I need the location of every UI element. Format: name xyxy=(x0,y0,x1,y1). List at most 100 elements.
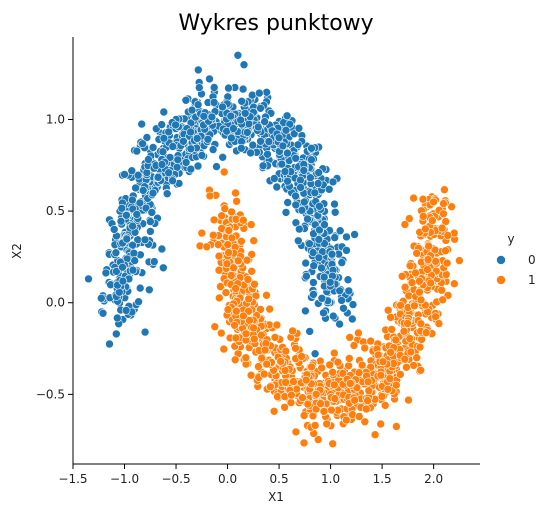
data-point-1 xyxy=(262,290,271,300)
data-point-0 xyxy=(121,306,131,315)
data-point-1 xyxy=(377,392,387,401)
data-point-0 xyxy=(164,168,173,177)
data-point-0 xyxy=(350,230,359,239)
data-point-1 xyxy=(219,344,229,354)
data-point-0 xyxy=(280,167,290,176)
data-point-1 xyxy=(376,419,386,429)
data-point-1 xyxy=(301,375,311,385)
data-point-1 xyxy=(405,261,415,271)
data-point-1 xyxy=(313,435,323,444)
data-point-0 xyxy=(246,148,255,158)
data-point-0 xyxy=(113,313,122,323)
data-point-0 xyxy=(294,124,304,133)
data-point-1 xyxy=(229,263,238,273)
data-point-0 xyxy=(310,188,320,198)
data-point-0 xyxy=(342,246,351,255)
data-point-1 xyxy=(438,295,448,305)
data-point-1 xyxy=(412,353,422,363)
data-point-1 xyxy=(333,357,343,367)
data-point-1 xyxy=(219,167,229,177)
data-point-0 xyxy=(254,88,264,98)
data-point-0 xyxy=(164,127,173,137)
data-point-0 xyxy=(140,327,150,337)
data-point-1 xyxy=(224,248,233,257)
data-point-0 xyxy=(186,127,195,137)
data-point-0 xyxy=(328,311,338,321)
data-point-1 xyxy=(243,275,253,284)
y-tick-label: 1.0 xyxy=(46,112,65,126)
legend-label-1: 1 xyxy=(528,273,536,287)
x-tick-label: 1.5 xyxy=(373,472,392,486)
data-point-0 xyxy=(317,263,326,273)
data-point-1 xyxy=(341,415,351,425)
data-point-0 xyxy=(148,143,158,152)
data-point-0 xyxy=(291,200,301,210)
data-point-0 xyxy=(348,300,358,309)
data-point-0 xyxy=(127,166,137,175)
data-point-1 xyxy=(265,304,275,314)
data-point-0 xyxy=(314,168,324,177)
data-point-0 xyxy=(153,173,163,182)
data-point-0 xyxy=(179,137,188,146)
data-point-1 xyxy=(370,430,380,440)
data-point-1 xyxy=(237,237,246,246)
data-point-1 xyxy=(403,319,412,328)
data-point-0 xyxy=(335,226,345,235)
data-point-0 xyxy=(342,232,351,242)
data-point-1 xyxy=(230,320,239,330)
data-point-1 xyxy=(256,305,265,314)
data-point-0 xyxy=(84,274,93,284)
data-point-1 xyxy=(232,306,241,316)
data-point-0 xyxy=(172,163,182,172)
data-point-1 xyxy=(391,380,401,390)
data-point-0 xyxy=(97,293,106,303)
data-point-1 xyxy=(250,279,259,289)
data-point-1 xyxy=(400,220,410,229)
data-point-1 xyxy=(231,333,241,343)
data-point-0 xyxy=(146,227,155,236)
data-point-0 xyxy=(269,174,279,183)
data-point-1 xyxy=(272,320,282,330)
data-point-1 xyxy=(441,246,450,255)
x-axis-ticks: −1.5 −1.0 −0.5 0.0 0.5 1.0 1.5 2.0 xyxy=(58,464,443,486)
data-point-1 xyxy=(402,362,411,372)
y-tick-label: 0.5 xyxy=(46,204,65,218)
data-point-0 xyxy=(243,128,252,137)
data-point-0 xyxy=(159,133,169,143)
chart-title: Wykres punktowy xyxy=(178,11,373,36)
data-point-1 xyxy=(280,402,289,412)
data-point-0 xyxy=(203,135,213,144)
data-point-0 xyxy=(135,198,145,208)
data-point-0 xyxy=(138,186,148,195)
data-point-0 xyxy=(272,182,282,192)
data-point-0 xyxy=(205,74,214,84)
data-point-0 xyxy=(278,141,288,151)
data-point-1 xyxy=(416,295,426,305)
data-point-1 xyxy=(441,217,451,226)
data-point-1 xyxy=(210,322,220,332)
data-point-0 xyxy=(140,235,150,245)
data-point-1 xyxy=(232,197,241,206)
data-point-1 xyxy=(386,313,395,322)
data-point-1 xyxy=(345,333,355,342)
data-point-0 xyxy=(186,144,196,154)
data-point-1 xyxy=(360,417,370,427)
data-point-1 xyxy=(440,185,449,194)
data-point-1 xyxy=(354,368,364,378)
data-point-1 xyxy=(214,240,223,249)
data-point-1 xyxy=(246,220,256,229)
data-point-0 xyxy=(264,137,274,146)
data-point-1 xyxy=(431,312,440,322)
data-point-0 xyxy=(236,115,245,125)
x-tick-label: −1.5 xyxy=(58,472,87,486)
data-point-0 xyxy=(128,195,137,205)
data-point-0 xyxy=(343,275,353,285)
data-point-1 xyxy=(409,193,418,203)
data-point-0 xyxy=(314,235,324,244)
data-point-1 xyxy=(325,360,335,370)
data-point-0 xyxy=(237,97,246,106)
data-point-0 xyxy=(330,199,339,209)
data-point-0 xyxy=(305,239,314,248)
data-point-0 xyxy=(157,244,167,254)
data-point-1 xyxy=(322,419,332,429)
